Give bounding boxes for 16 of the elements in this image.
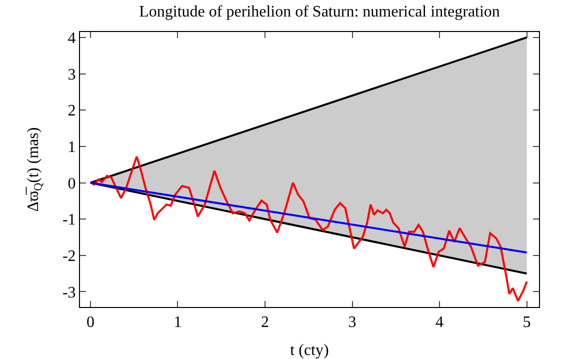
x-tick-label: 0 [86,314,94,332]
y-tick-label: -3 [62,284,76,302]
y-tick-label: -1 [62,212,76,229]
y-tick-label: 2 [68,102,76,120]
y-tick-label: 4 [68,30,76,48]
y-tick-label: -2 [62,248,76,266]
x-tick-label: 4 [436,314,444,332]
y-tick-label: 3 [68,66,76,84]
x-tick-label: 1 [174,314,182,332]
y-tick-label: 1 [68,139,76,156]
x-tick-label: 2 [261,314,269,332]
x-tick-label: 3 [348,314,356,332]
x-axis-title: t (cty) [290,342,329,359]
chart-title: Longitude of perihelion of Saturn: numerical integration [139,4,500,21]
x-tick-label: 5 [522,314,531,332]
y-tick-label: 0 [68,175,76,192]
